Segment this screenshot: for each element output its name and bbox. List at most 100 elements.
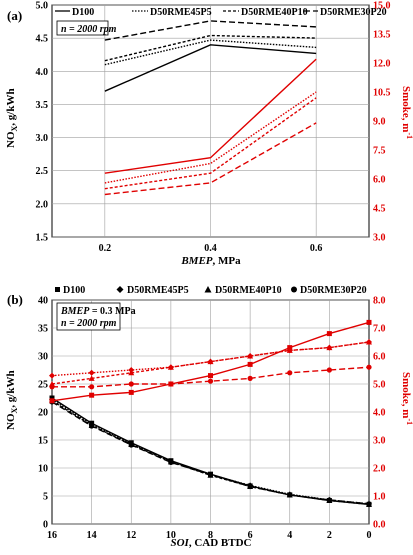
nox-point-d50rme30p20	[207, 472, 214, 478]
smoke-point-d100	[247, 361, 253, 367]
legend-label-d100: D100	[63, 285, 85, 296]
nox-line-d50rme45p5	[51, 399, 370, 505]
smoke-point-d50rme40p10	[286, 347, 293, 353]
x-tick-label: 14	[87, 530, 97, 541]
left-y-tick-label: 0	[43, 520, 48, 531]
left-y-tick-label: 4.0	[36, 67, 49, 78]
x-tick-label: 8	[208, 530, 213, 541]
right-y-tick-label: 6.0	[373, 352, 386, 363]
x-tick-label: 4	[287, 530, 292, 541]
left-y-tick-label: 15	[38, 436, 48, 447]
right-y-tick-label: 13.5	[373, 30, 391, 41]
left-y-tick-label: 30	[38, 352, 48, 363]
smoke-point-d50rme30p20	[326, 367, 332, 373]
legend-a: D100 D50RME45P5 D50RME40P10 D50RME30P20	[55, 7, 387, 18]
right-y-tick-label: 4.5	[373, 204, 386, 215]
legend-label-d50rme40p10: D50RME40P10	[215, 285, 282, 296]
x-ticks-a: 0.2 0.4 0.6	[99, 243, 323, 254]
series-lines-a	[104, 20, 317, 196]
annotation-bmep-b: BMEP = 0.3 MPa	[60, 306, 136, 317]
smoke-point-d50rme40p10	[366, 339, 372, 345]
smoke-point-d50rme30p20	[128, 381, 134, 387]
legend-label-d50rme40p10: D50RME40P10	[241, 7, 308, 18]
nox-point-d50rme30p20	[247, 483, 253, 490]
left-y-tick-label: 5.0	[36, 1, 49, 12]
right-y-tick-label: 9.0	[373, 117, 386, 128]
right-y-ticks-b: 0.0 1.0 2.0 3.0 4.0 5.0 6.0 7.0 8.0	[373, 296, 386, 531]
smoke-line-d50rme45p5	[104, 91, 317, 184]
x-tick-label: 0	[367, 530, 372, 541]
nox-point-d50rme30p20	[326, 497, 332, 503]
panel-a: 1.5 2.0 2.5 3.0 3.5 4.0 4.5 5.0 3.0 4.5 6.0 7.5 9.0…	[5, 1, 413, 268]
left-y-ticks-a: 1.5 2.0 2.5 3.0 3.5 4.0 4.5 5.0	[36, 1, 49, 244]
left-y-tick-label: 40	[38, 296, 48, 307]
series-lines-b	[49, 319, 372, 507]
smoke-point-d50rme40p10	[128, 369, 135, 376]
smoke-point-d100	[49, 398, 55, 404]
left-y-tick-label: 5	[43, 492, 48, 503]
nox-point-d50rme30p20	[366, 501, 372, 507]
left-y-tick-label: 25	[38, 380, 48, 391]
x-axis-title-a: BMEP, MPa	[180, 255, 241, 267]
right-y-tick-label: 3.0	[373, 436, 386, 447]
left-y-tick-label: 1.5	[36, 233, 49, 244]
left-y-tick-label: 3.0	[36, 133, 49, 144]
right-y-tick-label: 3.0	[373, 233, 386, 244]
nox-line-d100	[104, 44, 317, 92]
smoke-point-d50rme30p20	[49, 384, 55, 390]
annotation-speed-a: n = 2000 rpm	[61, 24, 117, 35]
right-y-tick-label: 7.5	[373, 146, 386, 157]
legend-marker-d50rme30p20	[291, 286, 297, 293]
smoke-line-d100	[104, 58, 317, 174]
smoke-point-d50rme30p20	[89, 384, 95, 390]
left-y-tick-label: 20	[38, 408, 48, 419]
left-y-tick-label: 10	[38, 464, 48, 475]
right-y-axis-title-b: Smoke, m-1	[400, 372, 413, 425]
panel-label-a: (a)	[7, 8, 22, 23]
smoke-point-d100	[128, 389, 134, 395]
x-tick-label: 10	[166, 530, 176, 541]
left-y-tick-label: 35	[38, 324, 48, 335]
x-tick-label: 0.6	[310, 243, 323, 254]
x-tick-label: 16	[47, 530, 57, 541]
nox-point-d50rme30p20	[168, 459, 174, 465]
smoke-point-d50rme40p10	[207, 358, 214, 365]
smoke-line-d50rme40p10	[104, 97, 317, 190]
right-y-tick-label: 1.0	[373, 492, 386, 503]
nox-point-d50rme30p20	[128, 442, 134, 448]
left-y-tick-label: 2.0	[36, 199, 49, 210]
smoke-point-d50rme30p20	[366, 364, 372, 370]
annotation-speed-b: n = 2000 rpm	[61, 318, 117, 329]
annotation-box-b	[56, 302, 121, 331]
right-y-tick-label: 6.0	[373, 175, 386, 186]
smoke-point-d50rme40p10	[247, 353, 254, 359]
left-y-axis-title-a: NOX, g/kWh	[5, 88, 19, 148]
legend-label-d50rme45p5: D50RME45P5	[127, 285, 189, 296]
right-y-ticks-a: 3.0 4.5 6.0 7.5 9.0 10.5 12.0 13.5 15.0	[373, 1, 391, 244]
x-tick-label: 0.4	[204, 243, 217, 254]
right-y-tick-label: 15.0	[373, 1, 391, 12]
x-tick-label: 6	[248, 530, 253, 541]
legend-marker-d50rme45p5	[116, 286, 124, 293]
nox-line-d50rme40p10	[104, 34, 317, 62]
nox-line-d50rme45p5	[104, 39, 317, 66]
right-y-tick-label: 2.0	[373, 464, 386, 475]
smoke-point-d100	[89, 392, 95, 398]
x-ticks-b: 16 14 12 10 8 6 4 2 0	[47, 530, 372, 541]
smoke-point-d100	[326, 331, 332, 337]
left-y-ticks-b: 0 5 10 15 20 25 30 35 40	[38, 296, 48, 531]
right-y-axis-title-a: Smoke, m-1	[400, 86, 413, 139]
smoke-point-d50rme45p5	[88, 369, 95, 376]
annotation-box-a	[56, 20, 109, 36]
right-y-tick-label: 12.0	[373, 59, 391, 70]
right-y-tick-label: 0.0	[373, 520, 386, 531]
x-tick-label: 2	[327, 530, 332, 541]
smoke-point-d50rme30p20	[168, 381, 174, 387]
legend-b: D100 D50RME45P5 D50RME40P10 D50RME30P20	[55, 285, 367, 296]
smoke-point-d50rme30p20	[287, 370, 293, 376]
legend-label-d50rme30p20: D50RME30P20	[300, 285, 367, 296]
nox-point-d50rme30p20	[287, 492, 293, 498]
left-y-tick-label: 2.5	[36, 166, 49, 177]
